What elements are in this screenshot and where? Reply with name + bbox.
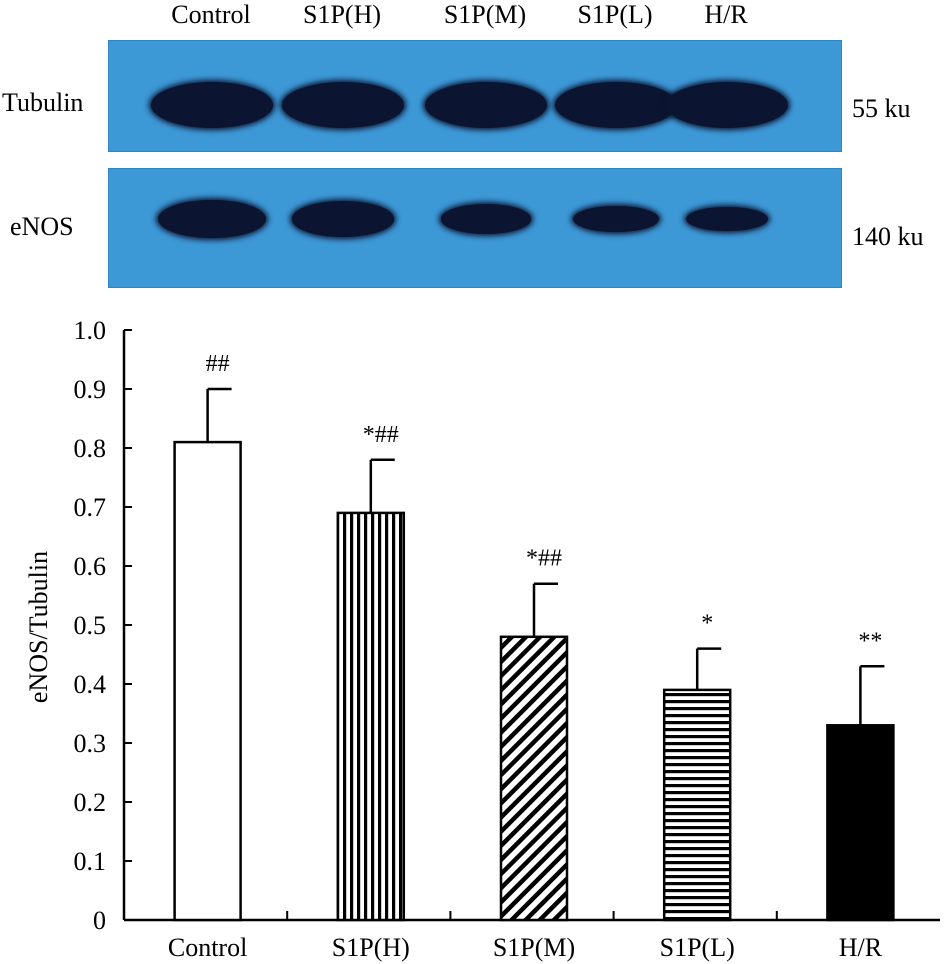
significance-annotation: * [701, 611, 713, 637]
row-label-tubulin: Tubulin [2, 88, 84, 117]
significance-annotation: *## [363, 422, 399, 448]
size-label-enos: 140 ku [852, 222, 924, 251]
tubulin-band [666, 82, 788, 128]
y-tick-label: 0.6 [74, 552, 107, 581]
x-tick-label: S1P(M) [493, 933, 575, 962]
enos-band [158, 199, 266, 239]
significance-annotation: ## [206, 351, 230, 377]
bar-s1pm [499, 635, 569, 922]
x-tick-label: Control [168, 933, 247, 962]
y-tick-label: 0.9 [74, 375, 107, 404]
enos-band [685, 206, 769, 232]
x-tick-label: S1P(H) [332, 933, 410, 962]
lane-label-s1p-h: S1P(H) [302, 0, 382, 29]
bar-hr [826, 724, 895, 922]
bar-control [173, 440, 242, 922]
bar-s1pl [662, 688, 732, 922]
lane-label-control: Control [171, 0, 251, 29]
y-tick-label: 0.7 [74, 493, 107, 522]
y-tick-label: 0.5 [74, 611, 107, 640]
y-tick-label: 0.8 [74, 434, 107, 463]
y-tick-label: 0.3 [74, 729, 107, 758]
lane-label-s1p-l: S1P(L) [577, 0, 653, 29]
enos-band [440, 204, 532, 234]
y-tick-label: 0.1 [74, 847, 107, 876]
row-label-enos: eNOS [10, 212, 74, 241]
x-tick-label: H/R [839, 933, 883, 962]
tubulin-band [151, 82, 273, 128]
enos-band [292, 201, 394, 237]
lane-label-s1p-m: S1P(M) [443, 0, 527, 29]
significance-annotation: ** [858, 628, 882, 654]
significance-annotation: *## [526, 546, 562, 572]
y-axis-label: eNOS/Tubulin [24, 551, 53, 703]
x-tick-label: S1P(L) [660, 933, 735, 962]
y-tick-label: 1.0 [74, 316, 107, 345]
enos-band [573, 205, 659, 233]
y-tick-label: 0.4 [74, 670, 107, 699]
tubulin-band [555, 82, 677, 128]
size-label-tubulin: 55 ku [852, 94, 911, 123]
y-tick-label: 0.2 [74, 788, 107, 817]
tubulin-blot-strip [108, 40, 842, 152]
lane-label-hr: H/R [704, 0, 748, 29]
tubulin-band [282, 82, 404, 128]
tubulin-band [425, 82, 547, 128]
bar-s1ph [336, 511, 406, 922]
enos-blot-strip [108, 168, 842, 288]
y-tick-label: 0 [93, 906, 106, 935]
